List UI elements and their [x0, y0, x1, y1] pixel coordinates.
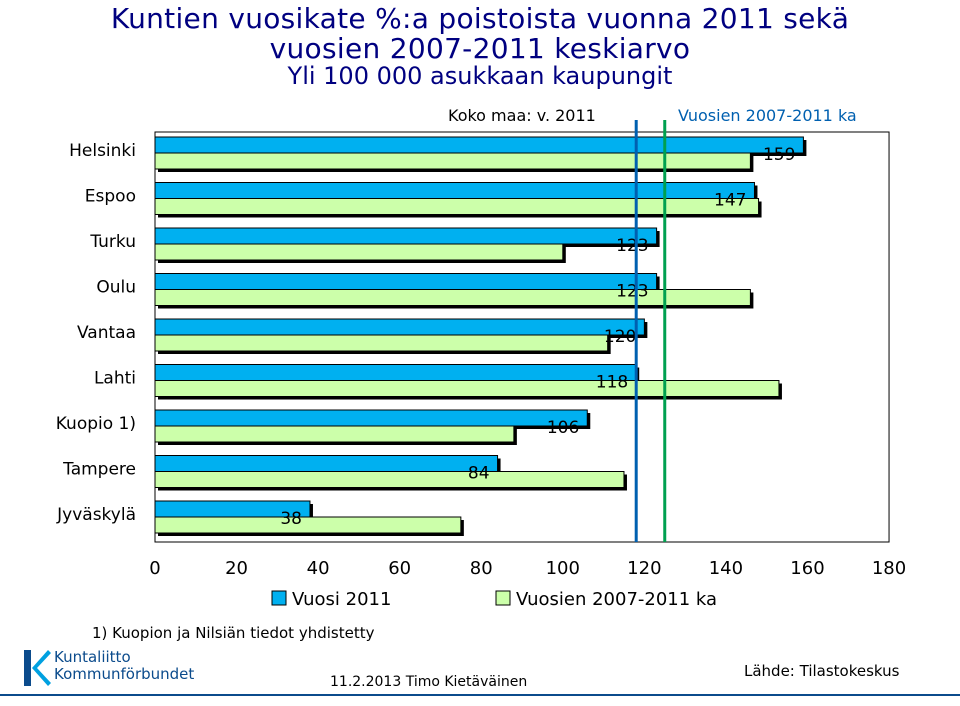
bar-vuosien-ka: [154, 289, 751, 306]
bar-vuosi-2011: [154, 409, 588, 427]
logo-text: Kuntaliitto Kommunförbundet: [54, 649, 194, 683]
x-tick-label: 140: [709, 558, 743, 579]
bottom-rule: [0, 694, 960, 696]
x-tick-label: 160: [790, 558, 824, 579]
reference-label: Vuosien 2007-2011 ka: [678, 106, 857, 125]
bar-vuosi-2011: [154, 273, 658, 290]
x-tick-label: 60: [388, 558, 411, 579]
bar-vuosien-ka: [154, 243, 564, 261]
data-label: 106: [547, 418, 579, 438]
category-label: Kuopio 1): [56, 414, 136, 434]
chart-title: Kuntien vuosikate %:a poistoista vuonna …: [0, 2, 960, 91]
category-label: Jyväskylä: [56, 505, 136, 525]
bar-vuosi-2011: [154, 455, 499, 472]
bar-vuosien-ka: [154, 380, 780, 397]
x-tick-label: 80: [470, 558, 493, 579]
x-tick-label: 40: [307, 558, 330, 579]
legend-swatch: [271, 590, 287, 606]
category-label: Vantaa: [77, 323, 136, 343]
legend-label: Vuosi 2011: [292, 589, 391, 610]
bar-vuosien-ka: [154, 198, 760, 215]
date-author: 11.2.2013 Timo Kietäväinen: [330, 674, 528, 690]
data-label: 38: [280, 509, 302, 529]
bar-vuosi-2011: [154, 227, 658, 245]
category-label: Espoo: [85, 187, 136, 207]
data-label: 123: [616, 236, 648, 256]
x-tick-label: 20: [225, 558, 248, 579]
kuntaliitto-logo-icon: [24, 650, 51, 686]
bar-vuosien-ka: [154, 425, 515, 443]
footnote: 1) Kuopion ja Nilsiän tiedot yhdistetty: [92, 624, 375, 642]
title-line-1: Kuntien vuosikate %:a poistoista vuonna …: [110, 2, 850, 35]
bar-vuosi-2011: [154, 136, 804, 154]
data-label: 147: [714, 191, 746, 211]
bar-vuosien-ka: [154, 516, 462, 534]
bar-vuosien-ka: [154, 152, 751, 170]
source-note: Lähde: Tilastokeskus: [744, 662, 900, 680]
data-label: 123: [616, 282, 648, 302]
legend-swatch: [495, 590, 511, 606]
category-label: Tampere: [62, 460, 136, 480]
data-label: 120: [604, 327, 636, 347]
category-label: Lahti: [94, 369, 136, 389]
data-label: 159: [763, 145, 795, 165]
bar-vuosien-ka: [154, 471, 625, 488]
data-label: 118: [596, 373, 628, 393]
logo-line-2: Kommunförbundet: [54, 664, 195, 683]
bar-vuosi-2011: [154, 318, 645, 336]
data-label: 84: [468, 464, 490, 484]
category-label: Turku: [89, 232, 136, 252]
bar-vuosien-ka: [154, 334, 609, 352]
x-tick-label: 0: [149, 558, 160, 579]
reference-label: Koko maa: v. 2011: [448, 106, 596, 125]
category-label: Helsinki: [69, 141, 136, 161]
logo-line-1: Kuntaliitto: [54, 648, 131, 666]
legend-label: Vuosien 2007-2011 ka: [516, 589, 717, 610]
x-tick-label: 120: [627, 558, 661, 579]
bar-vuosi-2011: [154, 364, 637, 381]
x-tick-label: 100: [546, 558, 580, 579]
title-line-3: Yli 100 000 asukkaan kaupungit: [287, 62, 673, 91]
x-tick-label: 180: [872, 558, 906, 579]
title-line-2: vuosien 2007-2011 keskiarvo: [269, 32, 691, 66]
category-label: Oulu: [96, 278, 136, 298]
